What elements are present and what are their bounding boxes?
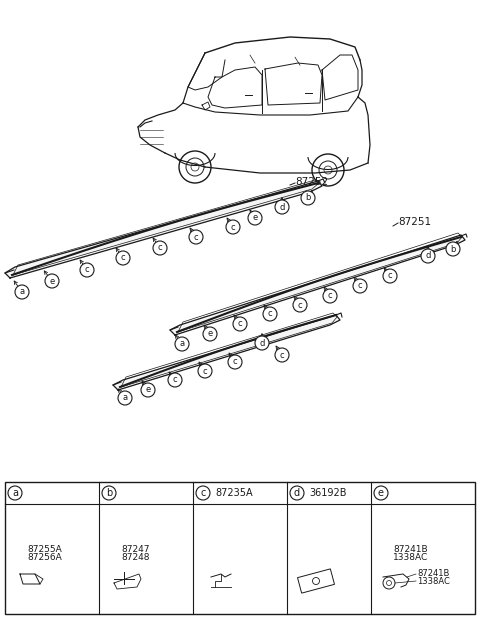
Circle shape [353, 279, 367, 293]
Text: 1338AC: 1338AC [417, 578, 450, 586]
Text: e: e [49, 277, 55, 285]
Circle shape [116, 251, 130, 265]
Text: c: c [328, 292, 332, 300]
Text: a: a [122, 394, 128, 402]
Text: c: c [388, 272, 392, 280]
Circle shape [248, 211, 262, 225]
Circle shape [189, 230, 203, 244]
Polygon shape [113, 315, 340, 390]
Bar [298, 569, 335, 593]
Circle shape [168, 373, 182, 387]
Text: d: d [279, 202, 285, 212]
Circle shape [293, 298, 307, 312]
Text: 1338AC: 1338AC [393, 553, 428, 561]
Text: c: c [238, 319, 242, 329]
Text: c: c [120, 254, 125, 262]
Circle shape [45, 274, 59, 288]
Text: c: c [298, 300, 302, 310]
Circle shape [198, 364, 212, 378]
Circle shape [275, 200, 289, 214]
Circle shape [153, 241, 167, 255]
Circle shape [175, 337, 189, 351]
Text: c: c [158, 243, 162, 253]
Polygon shape [170, 235, 465, 335]
Circle shape [255, 336, 269, 350]
Circle shape [374, 486, 388, 500]
Text: c: c [268, 310, 272, 319]
Text: e: e [252, 214, 258, 222]
Text: c: c [233, 358, 237, 366]
Circle shape [141, 383, 155, 397]
Text: 87241B: 87241B [393, 545, 428, 553]
Circle shape [290, 486, 304, 500]
Text: c: c [194, 233, 198, 241]
Circle shape [226, 220, 240, 234]
Circle shape [118, 391, 132, 405]
Circle shape [263, 307, 277, 321]
Circle shape [8, 486, 22, 500]
Text: b: b [305, 194, 311, 202]
Text: 87241B: 87241B [417, 568, 449, 578]
Circle shape [203, 327, 217, 341]
Text: d: d [294, 488, 300, 498]
Circle shape [102, 486, 116, 500]
Circle shape [15, 285, 29, 299]
Text: c: c [203, 366, 207, 376]
Text: c: c [280, 350, 284, 360]
Text: a: a [180, 339, 185, 348]
Circle shape [421, 249, 435, 263]
Text: 36192B: 36192B [309, 488, 347, 498]
Text: c: c [173, 376, 177, 384]
Text: 87252: 87252 [295, 177, 328, 187]
Circle shape [196, 486, 210, 500]
Text: 87251: 87251 [398, 217, 431, 227]
Text: a: a [19, 287, 24, 297]
Circle shape [228, 355, 242, 369]
Text: e: e [207, 329, 213, 339]
Circle shape [301, 191, 315, 205]
Bar [5, 482, 475, 614]
Text: d: d [259, 339, 264, 347]
Text: 87235A: 87235A [215, 488, 252, 498]
Text: a: a [12, 488, 18, 498]
Text: 87255A: 87255A [27, 545, 62, 553]
Circle shape [323, 289, 337, 303]
Text: e: e [145, 386, 151, 394]
Text: 87247: 87247 [121, 545, 149, 553]
Text: c: c [200, 488, 206, 498]
Text: c: c [358, 282, 362, 290]
Text: 87256A: 87256A [27, 553, 62, 561]
Text: b: b [106, 488, 112, 498]
Text: c: c [84, 266, 89, 274]
Text: 87248: 87248 [121, 553, 149, 561]
Polygon shape [5, 181, 322, 278]
Circle shape [233, 317, 247, 331]
Text: c: c [231, 222, 235, 232]
Circle shape [446, 242, 460, 256]
Text: e: e [378, 488, 384, 498]
Text: d: d [425, 251, 431, 261]
Circle shape [383, 269, 397, 283]
Text: b: b [450, 245, 456, 254]
Circle shape [275, 348, 289, 362]
Circle shape [80, 263, 94, 277]
